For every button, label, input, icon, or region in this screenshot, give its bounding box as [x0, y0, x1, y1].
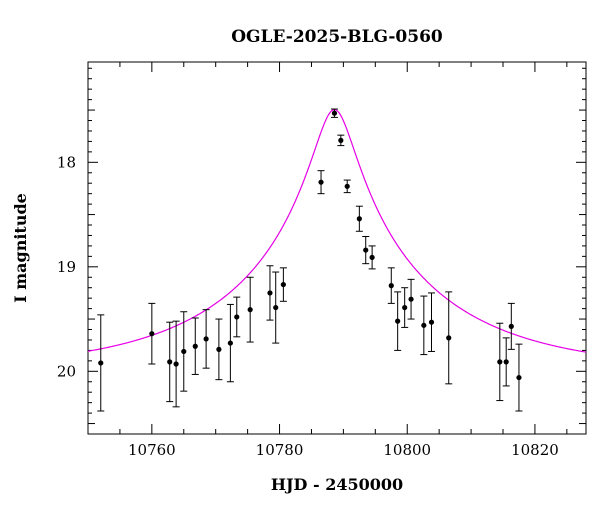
x-tick-label: 10820 [511, 441, 559, 459]
data-marker [247, 307, 253, 313]
data-point [368, 245, 376, 270]
y-axis-label: I magnitude [11, 193, 30, 303]
data-point [266, 265, 274, 321]
data-marker [516, 374, 522, 381]
data-marker [216, 346, 222, 352]
x-tick-labels: 10760 10780 10800 10820 [128, 441, 559, 459]
data-point [507, 302, 515, 350]
data-point [97, 314, 105, 412]
data-point [343, 179, 351, 194]
x-tick-label: 10760 [128, 441, 176, 459]
data-point [362, 236, 370, 265]
plot-frame [87, 61, 587, 435]
data-point [215, 318, 223, 381]
data-point [337, 134, 345, 147]
data-point [330, 108, 338, 118]
axis-ticks [87, 62, 586, 435]
data-point [317, 170, 325, 195]
data-marker [181, 348, 187, 355]
x-axis-label: HJD - 2450000 [271, 475, 403, 494]
data-marker [508, 323, 514, 329]
y-tick-label: 19 [57, 258, 76, 276]
data-point [148, 302, 156, 365]
data-point [502, 337, 510, 387]
y-tick-label: 18 [57, 153, 76, 171]
data-point [246, 276, 254, 343]
data-point [272, 271, 280, 344]
data-marker [338, 137, 344, 143]
data-marker [331, 110, 338, 116]
data-point [387, 267, 395, 304]
data-marker [280, 281, 286, 288]
data-point [515, 343, 523, 412]
model-curve [88, 109, 586, 353]
data-marker [173, 361, 179, 367]
data-marker [98, 360, 104, 366]
data-point [445, 291, 453, 385]
data-marker [344, 183, 350, 189]
data-marker [273, 304, 279, 311]
data-marker [363, 247, 369, 253]
chart-title: OGLE-2025-BLG-0560 [231, 27, 443, 47]
data-point [427, 292, 435, 352]
data-point [496, 322, 504, 402]
data-marker [203, 336, 209, 342]
data-point [166, 321, 174, 403]
data-point [355, 205, 363, 232]
data-point [394, 291, 402, 351]
y-tick-labels: 18 19 20 [57, 153, 76, 380]
data-marker [227, 340, 233, 346]
data-point [191, 317, 199, 375]
data-marker [149, 331, 155, 337]
data-marker [497, 359, 503, 365]
data-point [202, 309, 210, 369]
data-marker [395, 318, 401, 324]
data-marker [388, 283, 394, 289]
data-marker [356, 216, 362, 222]
data-marker [369, 254, 375, 261]
data-marker [428, 319, 435, 325]
data-marker [503, 359, 509, 365]
data-point [172, 320, 180, 408]
data-marker [446, 335, 452, 341]
data-marker [192, 343, 198, 349]
data-point [180, 311, 188, 392]
x-tick-label: 10780 [256, 441, 304, 459]
data-point [401, 287, 409, 328]
data-marker [267, 290, 273, 296]
data-points [97, 108, 523, 412]
data-marker [402, 304, 408, 311]
data-point [407, 278, 415, 320]
data-marker [167, 359, 173, 365]
x-tick-label: 10800 [383, 441, 431, 459]
data-marker [421, 322, 427, 328]
data-point [420, 295, 428, 356]
data-point [279, 267, 287, 302]
data-point [233, 296, 241, 338]
y-tick-label: 20 [57, 362, 76, 380]
data-marker [234, 314, 240, 320]
data-point [226, 303, 234, 383]
data-marker [408, 296, 414, 302]
data-marker [318, 179, 324, 185]
